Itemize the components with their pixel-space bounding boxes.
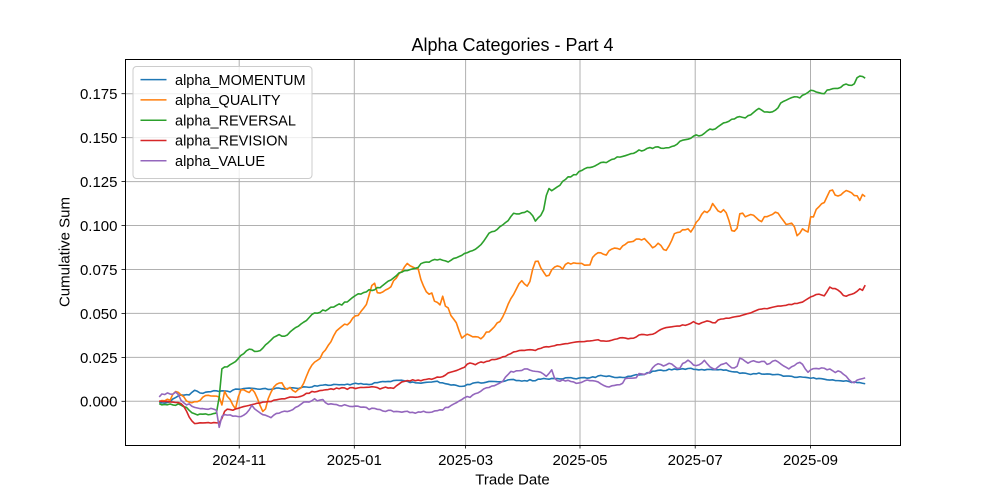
svg-text:0.150: 0.150 (80, 130, 118, 147)
svg-text:0.075: 0.075 (80, 262, 118, 279)
svg-text:alpha_VALUE: alpha_VALUE (175, 154, 265, 170)
svg-text:0.100: 0.100 (80, 218, 118, 235)
svg-text:0.050: 0.050 (80, 306, 118, 323)
svg-text:2025-09: 2025-09 (783, 452, 838, 469)
svg-text:alpha_QUALITY: alpha_QUALITY (175, 93, 281, 109)
svg-text:2025-07: 2025-07 (668, 452, 723, 469)
svg-text:0.000: 0.000 (80, 394, 118, 411)
svg-text:alpha_MOMENTUM: alpha_MOMENTUM (175, 73, 306, 89)
svg-text:alpha_REVISION: alpha_REVISION (175, 134, 288, 150)
svg-text:2025-05: 2025-05 (552, 452, 607, 469)
svg-text:0.125: 0.125 (80, 174, 118, 191)
svg-text:0.175: 0.175 (80, 86, 118, 103)
svg-text:alpha_REVERSAL: alpha_REVERSAL (175, 113, 296, 129)
svg-text:2025-03: 2025-03 (438, 452, 493, 469)
svg-text:2024-11: 2024-11 (212, 452, 266, 469)
svg-text:0.025: 0.025 (80, 350, 118, 367)
svg-text:Trade Date: Trade Date (475, 472, 549, 489)
svg-text:2025-01: 2025-01 (327, 452, 382, 469)
svg-text:Cumulative Sum: Cumulative Sum (57, 197, 74, 307)
svg-text:Alpha Categories - Part 4: Alpha Categories - Part 4 (411, 35, 613, 55)
